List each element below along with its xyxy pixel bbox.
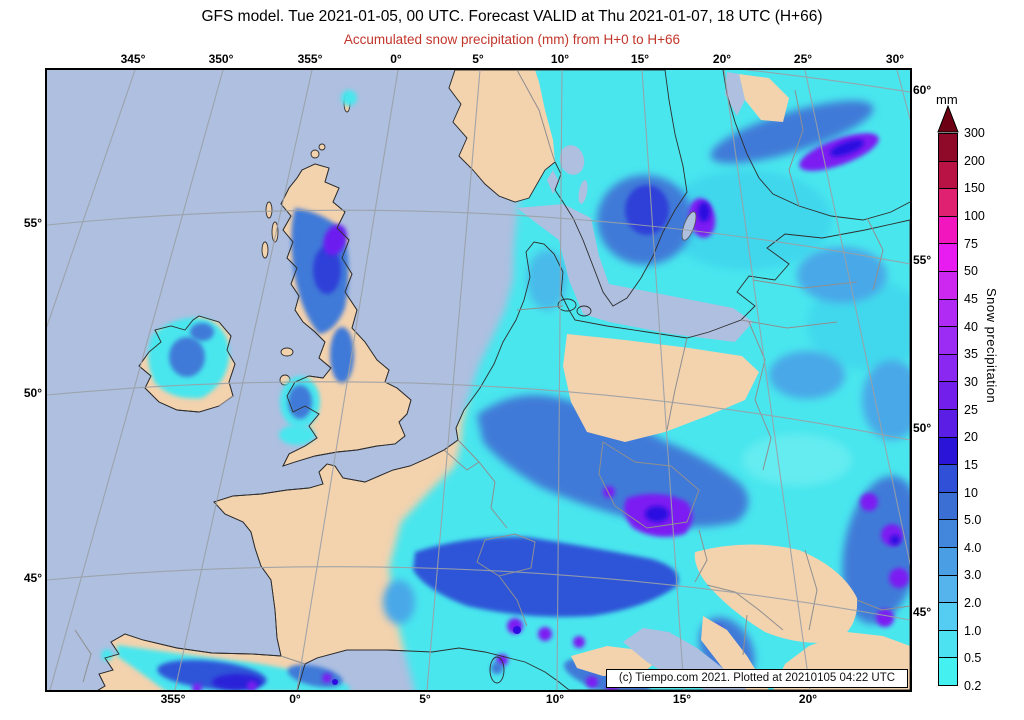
colorbar-segment (938, 491, 958, 521)
lat-label-right: 50° (913, 421, 932, 435)
colorbar-tick: 5.0 (964, 513, 982, 527)
lon-label-top: 355° (297, 52, 323, 66)
colorbar-ticks: 300 200 150 100 75 50 45 40 35 30 25 20 … (964, 126, 1004, 693)
colorbar-tick: 15 (964, 458, 978, 472)
lon-label-top: 15° (630, 52, 650, 66)
lon-label-bottom: 20° (798, 692, 818, 706)
colorbar-segment (938, 546, 958, 576)
colorbar-segment (938, 243, 958, 272)
lat-label-right: 45° (913, 605, 932, 619)
colorbar-segment (938, 270, 958, 300)
colorbar-segment (938, 215, 958, 245)
colorbar-tick: 0.5 (964, 651, 982, 665)
lon-label-top: 350° (208, 52, 234, 66)
colorbar-segment (938, 381, 958, 410)
colorbar-tick: 150 (964, 181, 985, 195)
colorbar-overflow-arrow (937, 105, 959, 133)
credit-box: (c) Tiempo.com 2021. Plotted at 20210105… (606, 669, 908, 688)
lon-label-top: 5° (472, 52, 484, 66)
map-canvas (45, 68, 912, 692)
colorbar-segment (938, 408, 958, 438)
coastline-layer (94, 70, 910, 690)
lon-label-bottom: 10° (545, 692, 565, 706)
colorbar-tick: 75 (964, 237, 978, 251)
colorbar-segment (938, 326, 958, 355)
colorbar-segment (938, 298, 958, 328)
page-title: GFS model. Tue 2021-01-05, 00 UTC. Forec… (201, 8, 823, 25)
colorbar-segment (938, 160, 958, 190)
lat-label-right: 60° (913, 83, 932, 97)
colorbar-tick: 10 (964, 486, 978, 500)
lon-label-top: 30° (885, 52, 905, 66)
lon-label-top: 0° (390, 52, 402, 66)
colorbar-segment (938, 133, 958, 162)
colorbar-tick: 45 (964, 292, 978, 306)
lon-label-bottom: 0° (289, 692, 301, 706)
grid-layer (47, 70, 910, 690)
lon-label-top: 345° (120, 52, 146, 66)
lat-label-left: 45° (23, 571, 42, 585)
lon-label-top: 25° (793, 52, 813, 66)
lon-label-bottom: 5° (419, 692, 431, 706)
lon-label-top: 20° (712, 52, 732, 66)
colorbar-tick: 1.0 (964, 624, 982, 638)
colorbar-segment (938, 436, 958, 466)
colorbar-tick: 30 (964, 375, 978, 389)
colorbar-tick: 0.2 (964, 679, 982, 693)
colorbar (938, 133, 958, 686)
lon-label-bottom: 15° (672, 692, 692, 706)
colorbar-tick: 35 (964, 347, 978, 361)
lon-label-top: 10° (550, 52, 570, 66)
lat-label-right: 55° (913, 253, 932, 267)
colorbar-segment (938, 629, 958, 659)
lon-label-bottom: 355° (160, 692, 186, 706)
colorbar-tick: 20 (964, 430, 978, 444)
colorbar-segment (938, 353, 958, 383)
colorbar-segment (938, 602, 958, 631)
europe-snow-map (47, 70, 910, 690)
colorbar-tick: 50 (964, 264, 978, 278)
page-subtitle: Accumulated snow precipitation (mm) from… (343, 32, 681, 47)
colorbar-tick: 40 (964, 320, 978, 334)
lat-label-left: 50° (23, 386, 42, 400)
colorbar-tick: 200 (964, 154, 985, 168)
colorbar-axis-title: Snow precipitation (984, 288, 999, 404)
colorbar-unit-label: mm (936, 92, 958, 107)
lat-label-left: 55° (23, 216, 42, 230)
colorbar-segment (938, 519, 958, 548)
colorbar-tick: 3.0 (964, 568, 982, 582)
colorbar-tick: 100 (964, 209, 985, 223)
colorbar-segment (938, 657, 958, 686)
colorbar-segment (938, 574, 958, 604)
colorbar-tick: 4.0 (964, 541, 982, 555)
colorbar-tick: 25 (964, 403, 978, 417)
colorbar-tick: 300 (964, 126, 985, 140)
colorbar-segment (938, 188, 958, 217)
colorbar-segment (938, 464, 958, 493)
colorbar-tick: 2.0 (964, 596, 982, 610)
borders-layer (74, 70, 910, 683)
